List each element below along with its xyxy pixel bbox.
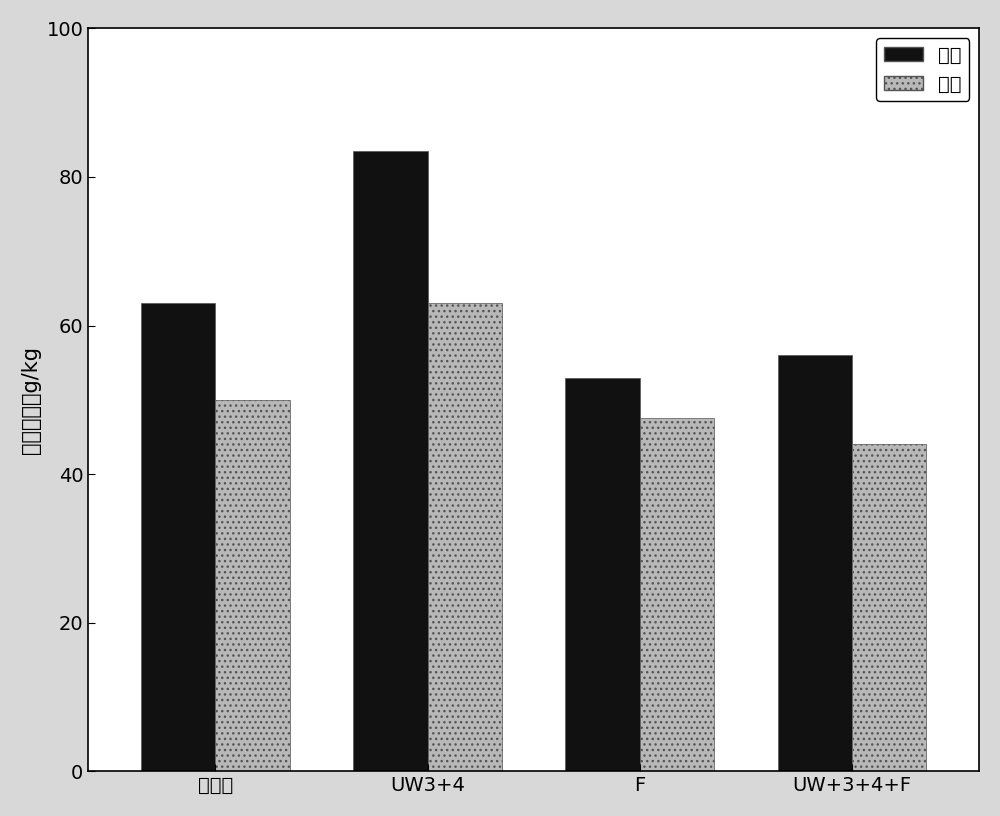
Bar (141, 304, 215, 771)
Bar (353, 151, 428, 771)
Bar (640, 419, 714, 771)
Bar (778, 355, 852, 771)
Legend: 燕麦, 大麦: 燕麦, 大麦 (876, 38, 969, 101)
Bar (565, 378, 640, 771)
Y-axis label: 植物含盐，g/kg: 植物含盐，g/kg (21, 346, 41, 454)
Bar (428, 304, 502, 771)
Bar (852, 445, 926, 771)
Bar (215, 400, 290, 771)
